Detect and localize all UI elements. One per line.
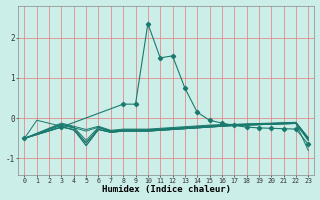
X-axis label: Humidex (Indice chaleur): Humidex (Indice chaleur): [102, 185, 231, 194]
